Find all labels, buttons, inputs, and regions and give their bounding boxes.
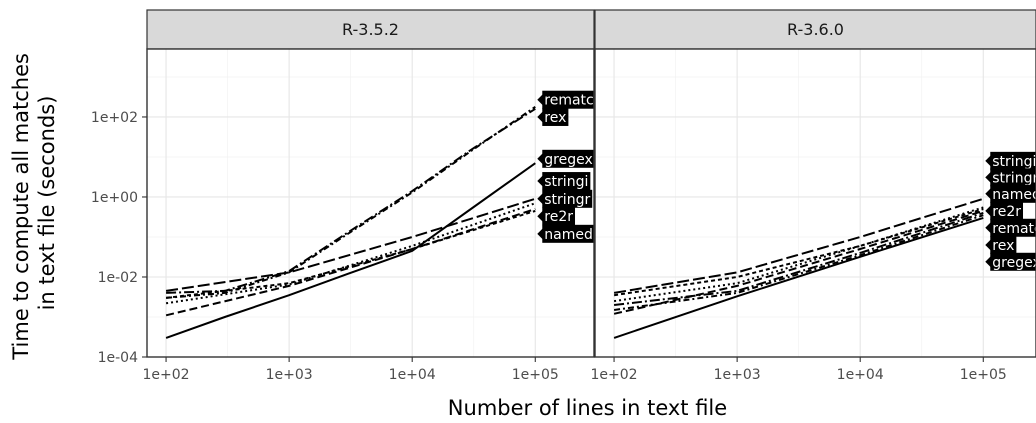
direct-label-namedcapture: namedCapture [985,184,1036,203]
series-line-rex [613,211,984,306]
panel-r-3-6-0: R-3.6.0 stringistringrnamedCapturere2rrem… [591,9,1036,383]
direct-label-gregexpr-perl-t: gregexpr(perl=T) [985,252,1036,271]
direct-label-re2r: re2r [537,207,576,226]
direct-label-stringr: stringr [537,189,593,208]
direct-label-pointer [985,154,992,167]
direct-label-pointer [537,210,544,223]
direct-label-rematch2: rematch2 [985,218,1036,237]
series-line-gregexpr-perl-t [165,162,536,339]
series-line-re2r [613,209,984,315]
x-tick-label: 1e+05 [960,367,1007,383]
y-tick-label: 1e-04 [98,350,138,366]
y-axis-title-line-1: Time to compute all matches [9,53,33,361]
direct-label-pointer [537,110,544,123]
direct-label-text: rex [992,238,1014,254]
series-line-namedcapture [613,208,984,297]
panel-background [595,49,1036,357]
panel-border [146,48,595,358]
panel-background [147,49,594,357]
direct-label-text: stringr [992,170,1036,186]
x-tick-label: 1e+02 [591,367,638,383]
series-line-rematch2 [166,105,536,299]
direct-label-box [990,168,1036,187]
direct-label-text: gregexpr(perl=T) [992,255,1036,271]
direct-label-stringr: stringr [985,168,1036,187]
direct-label-pointer [985,204,992,217]
x-tick-label: 1e+04 [389,367,436,383]
x-tick-label: 1e+04 [837,367,884,383]
direct-label-pointer [537,227,544,240]
x-tick-label: 1e+02 [143,367,190,383]
x-axis-title: Number of lines in text file [448,396,727,420]
y-tick-label: 1e+00 [91,190,138,206]
direct-label-box [990,236,1017,255]
direct-label-text: namedCapture [992,187,1036,203]
series-line-gregexpr-perl-t [613,216,984,339]
facet-strip-title: R-3.5.2 [342,20,399,39]
direct-label-text: stringr [544,192,590,208]
direct-label-text: stringi [544,174,588,190]
direct-label-box [542,207,576,226]
series-line-namedcapture [165,209,536,299]
direct-label-text: rematch2 [992,221,1036,237]
direct-label-stringi: stringi [985,151,1036,170]
direct-label-box [542,107,569,126]
facet-panels: R-3.5.2rematch2rexgregexpr(perl=T)string… [91,9,1036,383]
panel-r-3-5-2: R-3.5.2rematch2rexgregexpr(perl=T)string… [91,9,668,383]
direct-label-rex: rex [985,236,1017,255]
panel-border [594,48,1036,358]
direct-label-box [990,252,1036,271]
y-tick-label: 1e-02 [98,270,138,286]
y-tick-label: 1e+02 [91,110,138,126]
direct-label-pointer [985,221,992,234]
x-tick-label: 1e+03 [266,367,313,383]
direct-label-text: re2r [544,209,573,225]
facet-strip [146,9,595,50]
direct-label-text: re2r [992,204,1021,220]
series-line-rematch2 [613,214,984,311]
direct-label-pointer [537,93,544,106]
direct-label-pointer [985,187,992,200]
direct-label-box [990,201,1024,220]
x-tick-label: 1e+05 [512,367,559,383]
y-axis-title-line-2: in text file (seconds) [35,96,59,311]
direct-label-pointer [985,239,992,252]
direct-label-box [542,189,593,208]
direct-label-box [990,218,1036,237]
y-axis-title: Time to compute all matches in text file… [9,46,59,360]
direct-label-pointer [985,171,992,184]
direct-label-text: rex [544,110,566,126]
direct-label-pointer [537,175,544,188]
direct-label-pointer [537,152,544,165]
direct-label-pointer [537,192,544,205]
direct-label-stringi: stringi [537,172,591,191]
direct-label-box [542,172,591,191]
direct-label-re2r: re2r [985,201,1024,220]
direct-label-text: stringi [992,154,1036,170]
facet-strip-title: R-3.6.0 [787,20,844,39]
direct-label-pointer [985,255,992,268]
direct-label-rex: rex [537,107,569,126]
direct-label-box [990,151,1036,170]
x-tick-label: 1e+03 [714,367,761,383]
facet-strip [594,9,1036,50]
direct-label-box [990,184,1036,203]
